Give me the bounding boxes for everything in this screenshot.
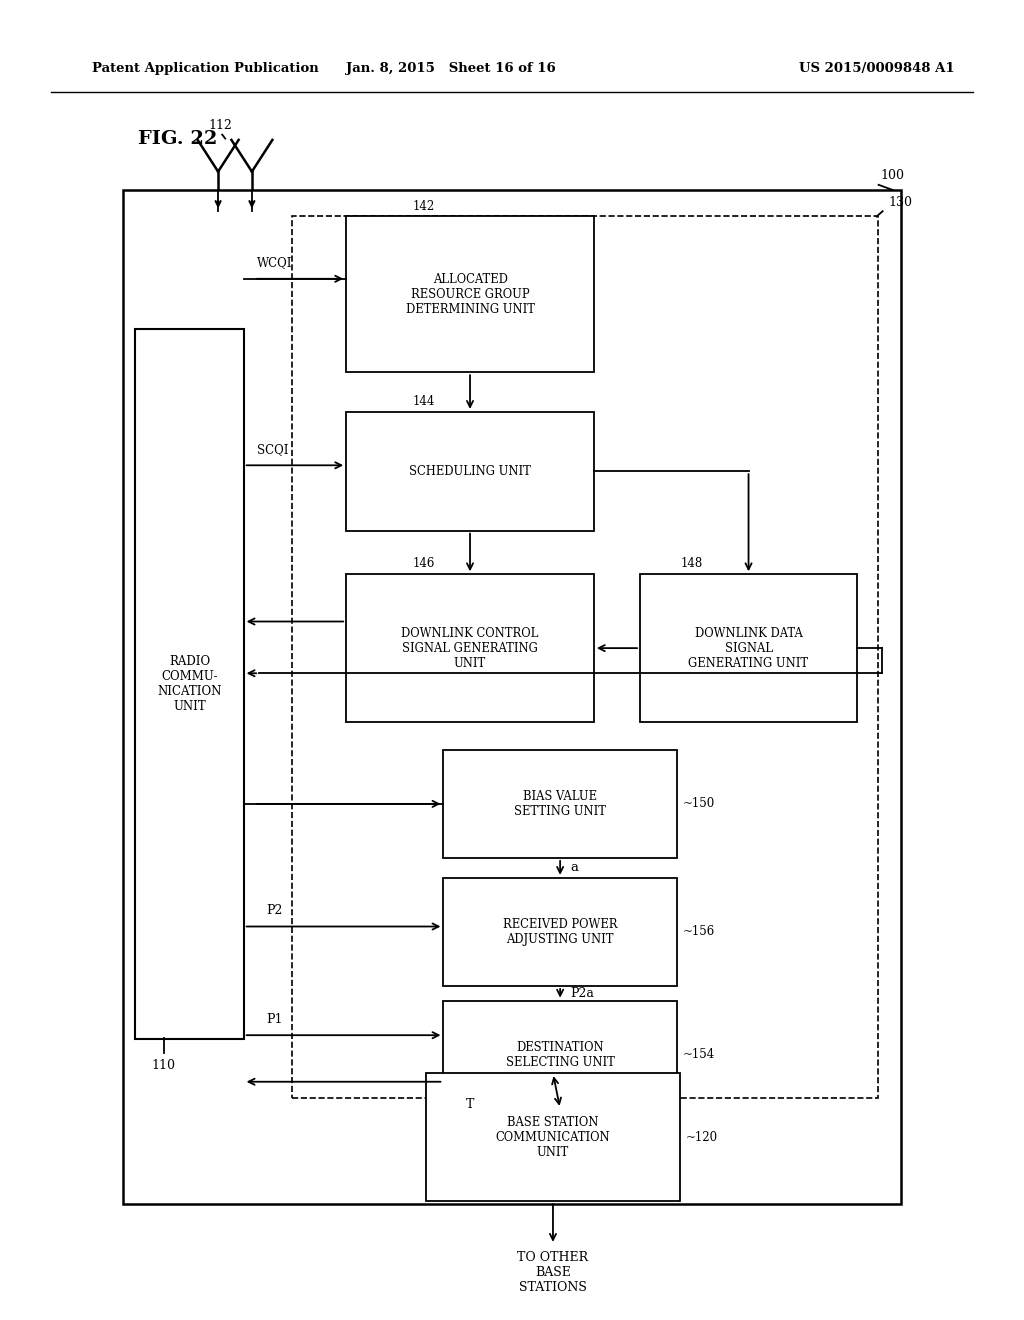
Bar bbox=[346, 574, 594, 722]
Text: 130: 130 bbox=[889, 195, 912, 209]
Bar bbox=[443, 1001, 677, 1109]
Text: WCQI: WCQI bbox=[257, 256, 293, 269]
Text: ALLOCATED
RESOURCE GROUP
DETERMINING UNIT: ALLOCATED RESOURCE GROUP DETERMINING UNI… bbox=[406, 273, 535, 315]
Text: Patent Application Publication: Patent Application Publication bbox=[92, 62, 318, 75]
Bar bbox=[292, 216, 878, 1098]
Text: P1: P1 bbox=[266, 1012, 283, 1026]
Text: DESTINATION
SELECTING UNIT: DESTINATION SELECTING UNIT bbox=[506, 1040, 614, 1069]
Text: ~150: ~150 bbox=[683, 797, 715, 810]
Text: 148: 148 bbox=[681, 557, 703, 570]
Bar bbox=[123, 190, 901, 1204]
Bar bbox=[443, 878, 677, 986]
Text: 110: 110 bbox=[152, 1059, 175, 1072]
Text: DOWNLINK CONTROL
SIGNAL GENERATING
UNIT: DOWNLINK CONTROL SIGNAL GENERATING UNIT bbox=[401, 627, 539, 669]
Text: ~120: ~120 bbox=[686, 1131, 718, 1143]
Text: P2: P2 bbox=[266, 904, 283, 917]
Text: ~156: ~156 bbox=[683, 925, 715, 939]
Bar bbox=[443, 750, 677, 858]
Text: 112: 112 bbox=[209, 119, 232, 132]
Text: T: T bbox=[466, 1098, 474, 1110]
Text: P2a: P2a bbox=[570, 987, 594, 999]
Bar bbox=[135, 329, 244, 1039]
Text: DOWNLINK DATA
SIGNAL
GENERATING UNIT: DOWNLINK DATA SIGNAL GENERATING UNIT bbox=[688, 627, 809, 669]
Text: 146: 146 bbox=[413, 557, 435, 570]
Text: a: a bbox=[570, 862, 579, 874]
Bar bbox=[640, 574, 857, 722]
Text: ~154: ~154 bbox=[683, 1048, 715, 1061]
Bar bbox=[346, 216, 594, 372]
Text: BIAS VALUE
SETTING UNIT: BIAS VALUE SETTING UNIT bbox=[514, 789, 606, 818]
Text: TO OTHER
BASE
STATIONS: TO OTHER BASE STATIONS bbox=[517, 1251, 589, 1295]
Text: SCHEDULING UNIT: SCHEDULING UNIT bbox=[409, 465, 531, 478]
Text: US 2015/0009848 A1: US 2015/0009848 A1 bbox=[799, 62, 954, 75]
Text: RECEIVED POWER
ADJUSTING UNIT: RECEIVED POWER ADJUSTING UNIT bbox=[503, 917, 617, 946]
Text: BASE STATION
COMMUNICATION
UNIT: BASE STATION COMMUNICATION UNIT bbox=[496, 1115, 610, 1159]
Text: RADIO
COMMU-
NICATION
UNIT: RADIO COMMU- NICATION UNIT bbox=[158, 655, 221, 713]
Text: FIG. 22: FIG. 22 bbox=[138, 129, 218, 148]
Text: 100: 100 bbox=[881, 169, 904, 182]
Text: SCQI: SCQI bbox=[257, 444, 289, 457]
Bar bbox=[426, 1073, 680, 1201]
Text: 142: 142 bbox=[413, 199, 435, 213]
Text: 144: 144 bbox=[413, 395, 435, 408]
Bar bbox=[346, 412, 594, 531]
Text: Jan. 8, 2015   Sheet 16 of 16: Jan. 8, 2015 Sheet 16 of 16 bbox=[346, 62, 555, 75]
